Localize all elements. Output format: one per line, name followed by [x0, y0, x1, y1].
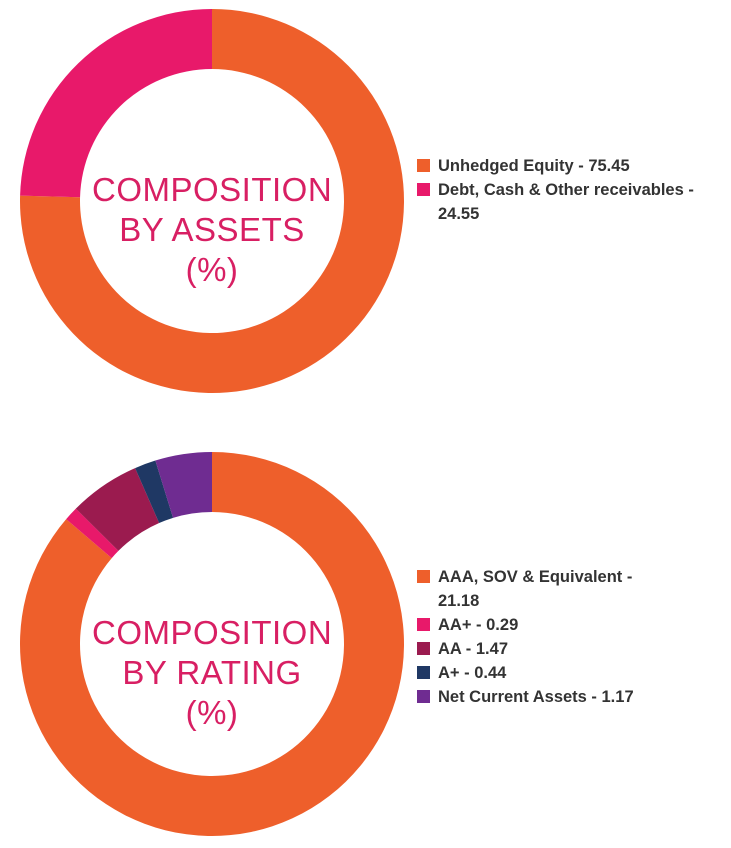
rating-legend-label-5: Net Current Assets - 1.17 — [438, 688, 634, 706]
assets-slice-2 — [20, 9, 213, 198]
rating-slice-1 — [20, 452, 405, 836]
rating-slice-2 — [66, 508, 119, 559]
assets-slice-1 — [19, 9, 404, 393]
rating-slice-4 — [135, 460, 174, 524]
rating-legend-item-1: AAA, SOV & Equivalent - 21.18 — [417, 565, 657, 613]
assets-legend-label-2: Debt, Cash & Other receivables - 24.55 — [438, 181, 694, 223]
assets-legend-swatch-1 — [417, 159, 430, 172]
rating-legend-item-4: A+ - 0.44 — [417, 661, 657, 685]
rating-center-title: COMPOSITION BY RATING (%) — [92, 613, 332, 733]
rating-legend-swatch-3 — [417, 642, 430, 655]
assets-title-line-3: (%) — [185, 251, 239, 288]
assets-legend-item-2: Debt, Cash & Other receivables - 24.55 — [417, 178, 722, 226]
rating-legend-label-3: AA - 1.47 — [438, 640, 508, 658]
rating-legend-label-4: A+ - 0.44 — [438, 664, 507, 682]
composition-by-assets-chart: COMPOSITION BY ASSETS (%) Unhedged Equit… — [0, 0, 731, 420]
composition-by-rating-chart: COMPOSITION BY RATING (%) AAA, SOV & Equ… — [0, 440, 731, 848]
rating-title-line-2: BY RATING — [122, 654, 302, 691]
assets-title-line-2: BY ASSETS — [119, 211, 305, 248]
rating-legend: AAA, SOV & Equivalent - 21.18 AA+ - 0.29 A… — [417, 565, 657, 709]
rating-legend-label-1: AAA, SOV & Equivalent - 21.18 — [438, 568, 633, 610]
assets-legend-swatch-2 — [417, 183, 430, 196]
rating-slice-5 — [155, 452, 212, 518]
rating-legend-swatch-5 — [417, 690, 430, 703]
rating-title-line-1: COMPOSITION — [92, 614, 333, 651]
rating-legend-item-5: Net Current Assets - 1.17 — [417, 685, 657, 709]
assets-legend-label-1: Unhedged Equity - 75.45 — [438, 157, 630, 175]
assets-title-line-1: COMPOSITION — [92, 171, 333, 208]
assets-donut — [19, 9, 404, 393]
rating-title-line-3: (%) — [185, 694, 239, 731]
rating-legend-swatch-2 — [417, 618, 430, 631]
rating-slice-3 — [75, 468, 160, 551]
rating-legend-swatch-1 — [417, 570, 430, 583]
rating-legend-item-2: AA+ - 0.29 — [417, 613, 657, 637]
rating-legend-label-2: AA+ - 0.29 — [438, 616, 519, 634]
assets-legend-item-1: Unhedged Equity - 75.45 — [417, 154, 722, 178]
rating-legend-item-3: AA - 1.47 — [417, 637, 657, 661]
rating-donut — [20, 452, 405, 836]
assets-center-title: COMPOSITION BY ASSETS (%) — [92, 170, 332, 290]
rating-legend-swatch-4 — [417, 666, 430, 679]
assets-legend: Unhedged Equity - 75.45 Debt, Cash & Othe… — [417, 154, 722, 226]
